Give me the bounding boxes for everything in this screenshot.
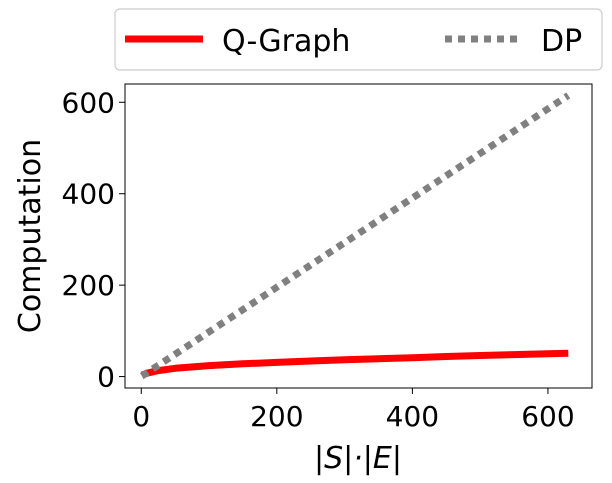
y-tick-label: 600 xyxy=(62,86,115,119)
x-tick-label: 400 xyxy=(386,400,439,433)
x-tick-label: 600 xyxy=(521,400,574,433)
x-tick-label: 0 xyxy=(132,400,150,433)
y-axis-label: Computation xyxy=(13,139,48,333)
plot-frame xyxy=(124,83,593,389)
y-tick-label: 200 xyxy=(62,269,115,302)
legend: Q-Graph DP xyxy=(114,8,603,71)
y-tick-label: 0 xyxy=(97,361,115,394)
series-line-dp xyxy=(139,92,571,380)
x-tick-label: 200 xyxy=(250,400,303,433)
y-axis-ticks: 0 200 400 600 xyxy=(62,86,125,394)
series-line-q-graph xyxy=(140,349,569,379)
legend-label-q-graph: Q-Graph xyxy=(222,24,350,59)
x-axis-label: |S|·|E| xyxy=(314,441,402,476)
y-tick-label: 400 xyxy=(62,178,115,211)
series-layer xyxy=(139,92,571,380)
legend-label-dp: DP xyxy=(541,24,582,59)
legend-frame xyxy=(114,8,603,71)
plot-area: 0 200 400 600 0 200 400 600 xyxy=(62,83,593,433)
x-axis-ticks: 0 200 400 600 xyxy=(132,388,575,433)
